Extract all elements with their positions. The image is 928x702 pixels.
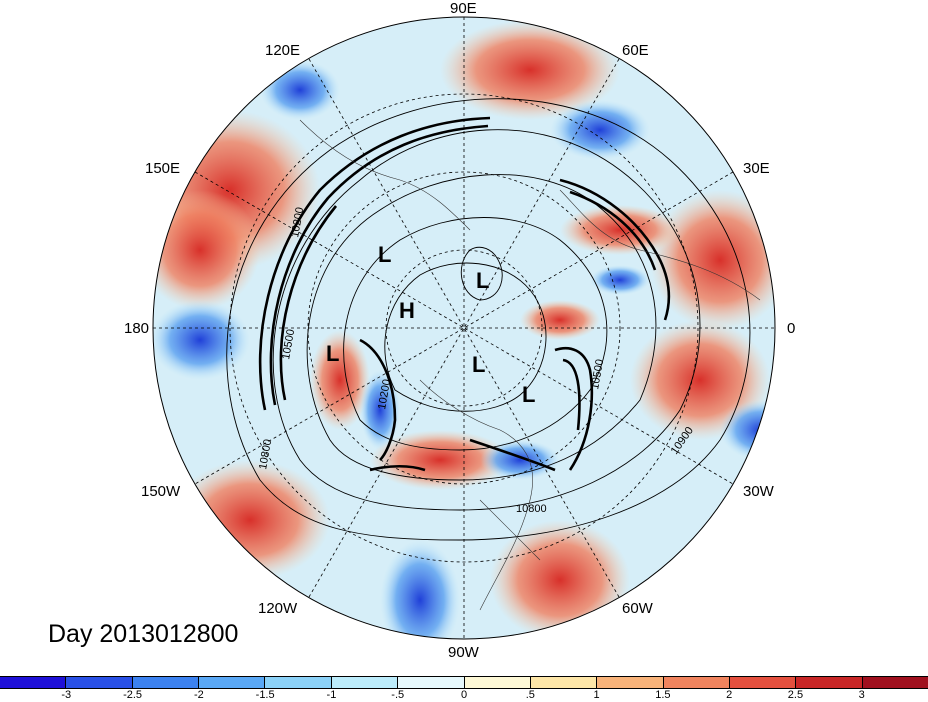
lon-label-90w: 90W (448, 644, 479, 661)
coastlines (299, 119, 761, 611)
colorbar-tick-label: -1.5 (255, 689, 275, 701)
colorbar-segment (796, 677, 863, 688)
colorbar-segment (0, 677, 67, 688)
colorbar-tick-label: -2.5 (123, 689, 143, 701)
colorbar-tick-label: 1 (593, 689, 600, 701)
low-marker: L (476, 268, 489, 293)
colorbar-tick-label: -3 (61, 689, 72, 701)
anomaly-field (153, 17, 775, 639)
lon-label-120e: 120E (265, 42, 301, 59)
colorbar-tick-label: 3 (858, 689, 865, 701)
contour-label: 10500 (589, 358, 606, 390)
high-marker: H (399, 298, 415, 323)
colorbar-segment (199, 677, 266, 688)
colorbar-segment (331, 677, 399, 688)
colorbar-tick-label: 2.5 (787, 689, 804, 701)
lon-label-150e: 150E (145, 160, 181, 177)
lon-label-30w: 30W (743, 483, 774, 500)
colorbar-segment (265, 677, 332, 688)
lon-label-0: 0 (787, 320, 796, 337)
low-marker: L (378, 242, 391, 267)
colorbar-segment (597, 677, 664, 688)
colorbar-segment (729, 677, 797, 688)
map-boundary (152, 16, 776, 640)
graticule (153, 17, 775, 639)
colorbar-segment (464, 677, 531, 688)
date-title: Day 2013012800 (48, 620, 239, 648)
colorbar-segment (862, 677, 928, 688)
lon-label-30e: 30E (743, 160, 770, 177)
colorbar-segment (663, 677, 730, 688)
colorbar (0, 676, 928, 689)
colorbar-tick-label: -.5 (391, 689, 405, 701)
colorbar-segment (530, 677, 598, 688)
low-marker: L (326, 341, 339, 366)
lon-label-180: 180 (124, 320, 150, 337)
lon-label-120w: 120W (258, 600, 298, 617)
contour-label: 10500 (280, 328, 297, 360)
colorbar-segment (132, 677, 200, 688)
low-marker: L (472, 352, 485, 377)
lon-label-60e: 60E (622, 42, 649, 59)
colorbar-tick-label: -2 (193, 689, 204, 701)
colorbar-tick-label: -1 (326, 689, 337, 701)
jet-contours (258, 116, 671, 472)
contour-label: 10200 (289, 206, 306, 238)
colorbar-tick-label: 1.5 (655, 689, 671, 701)
lon-label-60w: 60W (622, 600, 653, 617)
colorbar-tick-label: 0 (460, 689, 468, 701)
lon-label-90e: 90E (450, 0, 477, 17)
colorbar-tick-label: .5 (525, 689, 535, 701)
contour-label: 10200 (376, 378, 393, 410)
lon-label-150w: 150W (141, 483, 181, 500)
colorbar-segment (398, 677, 465, 688)
contour-label: 10800 (257, 438, 274, 470)
contour-label: 10800 (516, 503, 547, 515)
colorbar-segment (66, 677, 133, 688)
colorbar-tick-label: 2 (726, 689, 733, 701)
low-marker: L (522, 382, 535, 407)
